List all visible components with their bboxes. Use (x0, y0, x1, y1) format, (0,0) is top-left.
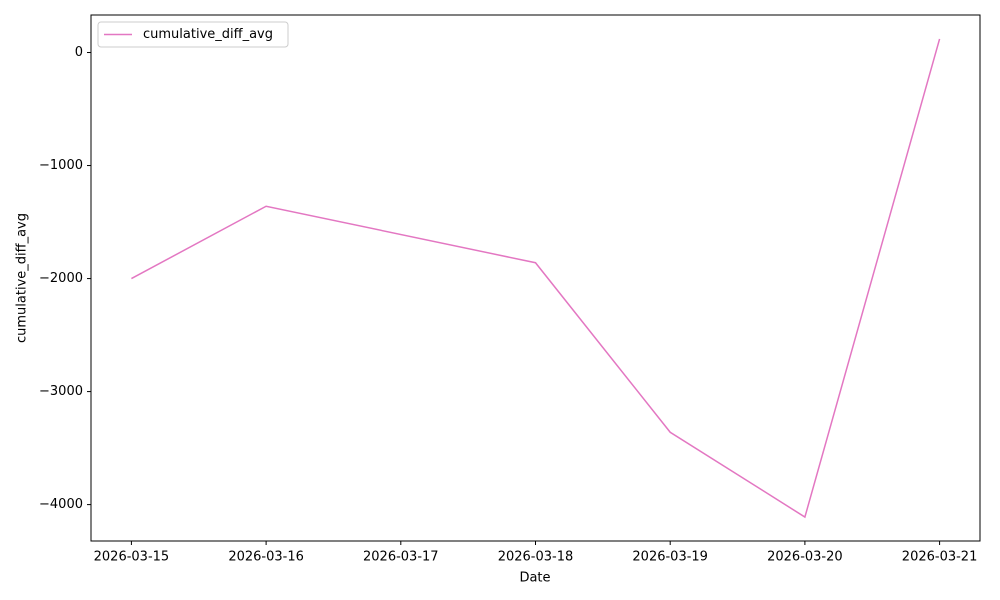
y-axis-label: cumulative_diff_avg (15, 213, 30, 343)
legend-box (97, 21, 289, 48)
y-tick-label: −3000 (39, 384, 83, 399)
x-axis-label: Date (519, 571, 550, 586)
legend-label: cumulative_diff_avg (143, 27, 273, 42)
plot-frame (90, 14, 981, 542)
x-tick-label: 2026-03-21 (902, 550, 978, 565)
data-line (131, 38, 941, 519)
y-tick-label: 0 (75, 45, 83, 60)
x-tick-label: 2026-03-16 (228, 550, 304, 565)
x-tick-label: 2026-03-15 (94, 550, 170, 565)
x-tick-label: 2026-03-20 (767, 550, 843, 565)
y-tick-label: −1000 (39, 158, 83, 173)
y-tick-label: −2000 (39, 271, 83, 286)
x-tick-label: 2026-03-19 (632, 550, 708, 565)
x-tick-label: 2026-03-17 (363, 550, 439, 565)
y-tick-label: −4000 (39, 497, 83, 512)
x-tick-label: 2026-03-18 (498, 550, 574, 565)
